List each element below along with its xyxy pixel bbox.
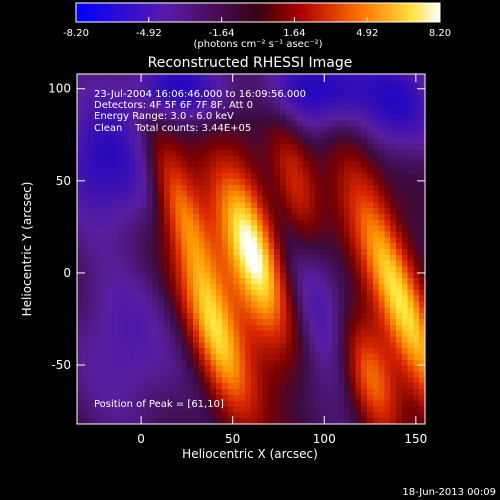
x-axis-label: Heliocentric X (arcsec): [182, 447, 318, 461]
colorbar-tick-label: -8.20: [63, 28, 89, 39]
plot-frame: [76, 73, 426, 425]
heatmap-raster: [77, 74, 425, 424]
heatmap-image: [76, 73, 426, 425]
colorbar-unit: (photons cm⁻² s⁻¹ asec⁻²): [193, 39, 322, 50]
annotation-energy: Energy Range: 3.0 - 6.0 keV: [94, 111, 234, 122]
colorbar-gradient: [75, 2, 441, 23]
footer-date: 18-Jun-2013 00:09: [402, 487, 496, 498]
x-tick-label: 150: [404, 432, 427, 446]
y-tick-label: 50: [56, 174, 71, 188]
x-tick-label: 0: [137, 432, 145, 446]
colorbar-tick-label: -4.92: [136, 28, 162, 39]
colorbar-tick-label: 4.92: [356, 28, 378, 39]
colorbar-tick-label: -1.64: [209, 28, 235, 39]
annotation-block: 23-Jul-2004 16:06:46.000 to 16:09:56.000…: [94, 89, 306, 410]
annotation-counts: Clean Total counts: 3.44E+05: [94, 123, 251, 134]
x-tick-label: 100: [313, 432, 336, 446]
peak-position-label: Position of Peak = [61,10]: [94, 399, 224, 410]
colorbar: -8.20 -4.92 -1.64 1.64 4.92 8.20 (photons cm⁻…: [63, 2, 451, 50]
annotation-time: 23-Jul-2004 16:06:46.000 to 16:09:56.000: [94, 89, 306, 100]
y-tick-label: 0: [63, 266, 71, 280]
chart-title: Reconstructed RHESSI Image: [148, 55, 353, 71]
y-tick-label: -50: [51, 358, 71, 372]
annotation-detectors: Detectors: 4F 5F 6F 7F 8F, Att 0: [94, 100, 253, 111]
colorbar-ticks: -8.20 -4.92 -1.64 1.64 4.92 8.20: [63, 17, 451, 39]
colorbar-tick-label: 1.64: [283, 28, 305, 39]
x-tick-label: 50: [225, 432, 240, 446]
axis-ticks: 0 50 100 150 -50 0 50 100: [48, 74, 427, 446]
y-axis-label: Heliocentric Y (arcsec): [20, 182, 34, 317]
colorbar-tick-label: 8.20: [429, 28, 451, 39]
y-tick-label: 100: [48, 82, 71, 96]
